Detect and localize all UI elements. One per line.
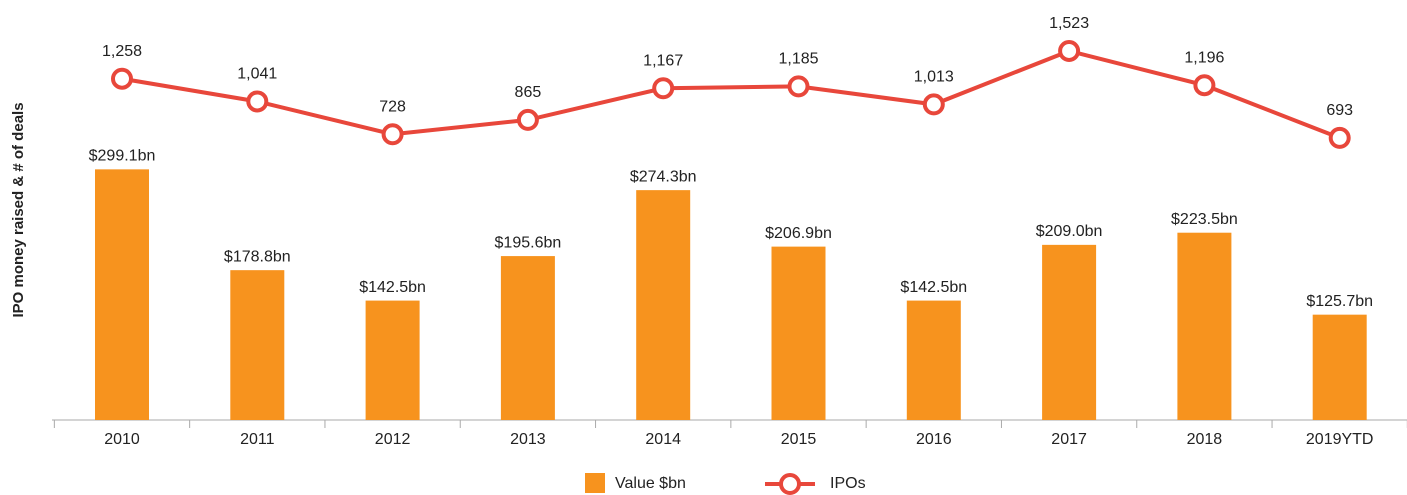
bar xyxy=(1042,244,1097,420)
bar-value-label: $209.0bn xyxy=(1036,223,1103,240)
line-marker xyxy=(246,90,269,113)
bar-value-label: $142.5bn xyxy=(900,279,967,296)
x-tick-label: 2016 xyxy=(916,431,952,448)
bar xyxy=(1312,314,1367,420)
x-tick-label: 2013 xyxy=(510,431,546,448)
bar xyxy=(906,300,961,420)
line-marker xyxy=(1058,39,1081,62)
line-value-label: 1,167 xyxy=(643,52,683,69)
line-marker xyxy=(516,108,539,131)
line-value-label: 1,196 xyxy=(1184,49,1224,66)
x-tick-label: 2019YTD xyxy=(1306,431,1374,448)
x-tick-label: 2017 xyxy=(1051,431,1087,448)
line-value-label: 1,185 xyxy=(778,51,818,68)
line-marker xyxy=(111,67,133,90)
line-value-label: 728 xyxy=(379,98,406,115)
line-value-label: 865 xyxy=(515,84,542,101)
line-marker xyxy=(1328,126,1351,149)
line-value-label: 693 xyxy=(1326,102,1353,119)
x-tick-label: 2010 xyxy=(104,431,140,448)
bar-value-label: $178.8bn xyxy=(224,248,291,265)
legend-swatch xyxy=(585,473,605,493)
bar-value-label: $142.5bn xyxy=(359,279,426,296)
bar xyxy=(1177,232,1232,420)
line-value-label: 1,013 xyxy=(914,69,954,86)
bar-value-label: $299.1bn xyxy=(89,148,156,165)
bar-value-label: $125.7bn xyxy=(1306,293,1373,310)
bar-value-label: $223.5bn xyxy=(1171,211,1238,228)
bar xyxy=(230,270,285,420)
line-value-label: 1,258 xyxy=(102,43,142,60)
x-tick-label: 2015 xyxy=(781,431,817,448)
bar xyxy=(636,190,691,420)
legend-swatch xyxy=(779,473,801,495)
bar xyxy=(95,169,149,420)
bar xyxy=(500,256,555,420)
x-tick-label: 2012 xyxy=(375,431,411,448)
y-axis-title: IPO money raised & # of deals xyxy=(10,102,27,317)
bar xyxy=(771,246,826,420)
bar xyxy=(365,300,420,420)
legend-label: IPOs xyxy=(830,475,866,492)
x-tick-label: 2014 xyxy=(645,431,681,448)
line-marker xyxy=(1193,74,1216,97)
line xyxy=(121,48,1341,140)
bar-value-label: $195.6bn xyxy=(495,234,562,251)
line-value-label: 1,523 xyxy=(1049,15,1089,32)
line-marker xyxy=(922,93,945,116)
line-value-label: 1,041 xyxy=(237,66,277,83)
bar-value-label: $274.3bn xyxy=(630,168,697,185)
x-tick-label: 2018 xyxy=(1187,431,1223,448)
line-marker xyxy=(381,123,404,146)
line-marker xyxy=(652,77,675,100)
bar-value-label: $206.9bn xyxy=(765,225,832,242)
legend-label: Value $bn xyxy=(615,475,686,492)
x-tick-label: 2011 xyxy=(240,431,275,448)
line-marker xyxy=(787,75,810,98)
